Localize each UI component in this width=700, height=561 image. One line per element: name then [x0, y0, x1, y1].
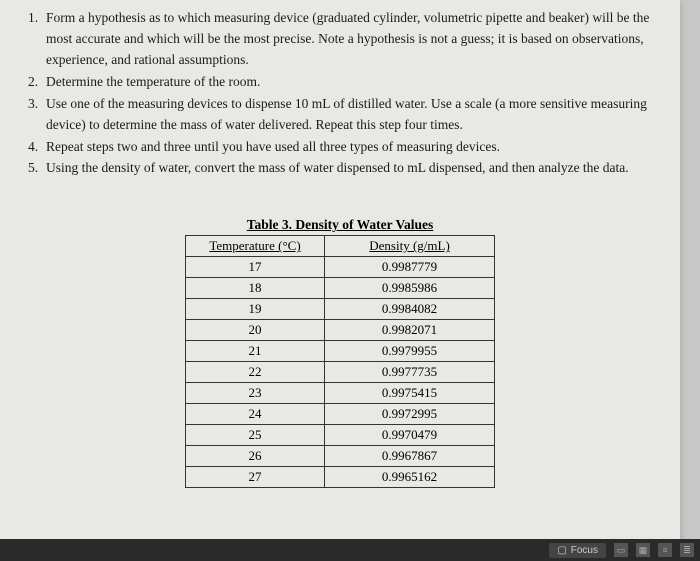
table-row: 200.9982071 — [186, 320, 495, 341]
table-row: 240.9972995 — [186, 404, 495, 425]
table-row: 250.9970479 — [186, 425, 495, 446]
table-cell: 20 — [186, 320, 325, 341]
instruction-number: 4. — [28, 137, 46, 158]
instruction-text: Use one of the measuring devices to disp… — [46, 94, 652, 136]
instruction-text: Determine the temperature of the room. — [46, 72, 652, 93]
instruction-list: 1.Form a hypothesis as to which measurin… — [28, 8, 652, 179]
table-cell: 25 — [186, 425, 325, 446]
instruction-item: 2.Determine the temperature of the room. — [28, 72, 652, 93]
table-row: 230.9975415 — [186, 383, 495, 404]
table-container: Table 3. Density of Water Values Tempera… — [185, 217, 495, 488]
table-cell: 0.9987779 — [325, 257, 495, 278]
table-cell: 21 — [186, 341, 325, 362]
table-cell: 0.9972995 — [325, 404, 495, 425]
focus-button[interactable]: ▢ Focus — [549, 543, 606, 558]
table-body: 170.9987779180.9985986190.9984082200.998… — [186, 257, 495, 488]
table-row: 190.9984082 — [186, 299, 495, 320]
table-cell: 23 — [186, 383, 325, 404]
density-table: Temperature (°C) Density (g/mL) 170.9987… — [185, 235, 495, 488]
table-cell: 19 — [186, 299, 325, 320]
instruction-number: 1. — [28, 8, 46, 71]
table-cell: 0.9984082 — [325, 299, 495, 320]
focus-label: Focus — [571, 545, 598, 556]
instruction-number: 2. — [28, 72, 46, 93]
document-page: 1.Form a hypothesis as to which measurin… — [0, 0, 680, 545]
table-row: 260.9967867 — [186, 446, 495, 467]
instruction-text: Form a hypothesis as to which measuring … — [46, 8, 652, 71]
table-row: 180.9985986 — [186, 278, 495, 299]
table-row: 220.9977735 — [186, 362, 495, 383]
tool-icon-1[interactable]: ▭ — [614, 543, 628, 557]
table-title: Table 3. Density of Water Values — [185, 217, 495, 233]
instruction-text: Repeat steps two and three until you hav… — [46, 137, 652, 158]
tool-icon-2[interactable]: ▦ — [636, 543, 650, 557]
table-wrapper: Table 3. Density of Water Values Tempera… — [28, 217, 652, 488]
table-cell: 24 — [186, 404, 325, 425]
table-header-row: Temperature (°C) Density (g/mL) — [186, 236, 495, 257]
table-cell: 17 — [186, 257, 325, 278]
tool-icon-4[interactable]: ≣ — [680, 543, 694, 557]
table-cell: 0.9970479 — [325, 425, 495, 446]
table-cell: 0.9975415 — [325, 383, 495, 404]
instruction-item: 3.Use one of the measuring devices to di… — [28, 94, 652, 136]
bottom-toolbar: ▢ Focus ▭ ▦ ≡ ≣ — [0, 539, 700, 561]
table-cell: 0.9965162 — [325, 467, 495, 488]
table-row: 210.9979955 — [186, 341, 495, 362]
table-cell: 0.9982071 — [325, 320, 495, 341]
table-cell: 18 — [186, 278, 325, 299]
table-cell: 27 — [186, 467, 325, 488]
instruction-item: 1.Form a hypothesis as to which measurin… — [28, 8, 652, 71]
instruction-number: 5. — [28, 158, 46, 179]
tool-icon-3[interactable]: ≡ — [658, 543, 672, 557]
table-cell: 0.9979955 — [325, 341, 495, 362]
instruction-number: 3. — [28, 94, 46, 136]
instruction-text: Using the density of water, convert the … — [46, 158, 652, 179]
table-cell: 0.9967867 — [325, 446, 495, 467]
instruction-item: 5.Using the density of water, convert th… — [28, 158, 652, 179]
col-density: Density (g/mL) — [325, 236, 495, 257]
table-cell: 0.9977735 — [325, 362, 495, 383]
table-cell: 0.9985986 — [325, 278, 495, 299]
table-cell: 22 — [186, 362, 325, 383]
col-temperature: Temperature (°C) — [186, 236, 325, 257]
table-row: 170.9987779 — [186, 257, 495, 278]
instruction-item: 4.Repeat steps two and three until you h… — [28, 137, 652, 158]
focus-icon: ▢ — [557, 545, 566, 556]
table-cell: 26 — [186, 446, 325, 467]
table-row: 270.9965162 — [186, 467, 495, 488]
